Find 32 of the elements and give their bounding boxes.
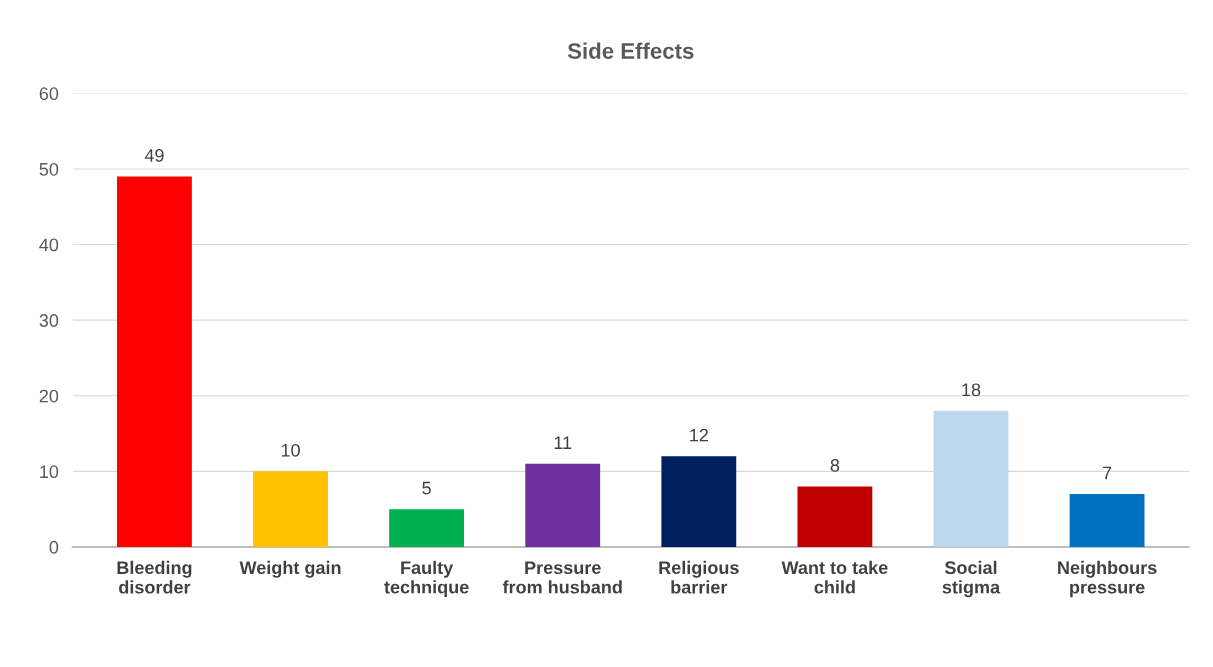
y-tick-label: 30	[39, 314, 59, 327]
data-label: 8	[830, 459, 840, 472]
data-label: 7	[1102, 466, 1112, 480]
x-tick-label: Want to take child	[781, 560, 888, 594]
data-label: 18	[962, 383, 981, 397]
y-tick-label: 0	[49, 540, 59, 554]
x-tick-label: Pressure from husband	[502, 561, 622, 594]
y-tick-label: 40	[39, 238, 59, 252]
bar	[253, 471, 328, 547]
chart-title: Side Effects	[567, 42, 694, 59]
x-tick-label: Social stigma	[942, 560, 1001, 598]
x-tick-label: Faulty technique	[384, 560, 469, 598]
bar	[1069, 494, 1145, 547]
bar	[661, 456, 737, 547]
data-label: 49	[144, 149, 164, 162]
bar	[933, 410, 1009, 547]
bar	[797, 486, 873, 547]
data-label: 12	[690, 428, 708, 442]
y-tick-label: 20	[39, 389, 59, 403]
bar	[389, 509, 465, 547]
x-tick-label: Bleeding disorder	[117, 560, 192, 594]
y-tick-label: 10	[40, 465, 59, 479]
data-label: 5	[422, 481, 431, 495]
data-label: 11	[554, 436, 572, 449]
x-tick-label: Weight gain	[239, 560, 341, 578]
y-tick-label: 50	[39, 162, 59, 176]
bar	[117, 176, 192, 547]
y-tick-label: 60	[39, 87, 59, 101]
bar	[525, 463, 601, 547]
x-tick-label: Neighbours pressure	[1058, 560, 1157, 598]
data-label: 10	[281, 443, 300, 457]
x-tick-label: Religious barrier	[659, 560, 739, 594]
